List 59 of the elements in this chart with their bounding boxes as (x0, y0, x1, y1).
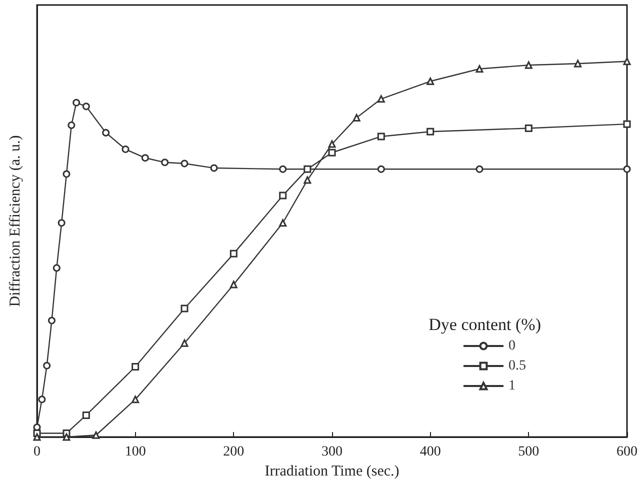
point (524, 124, 532, 132)
point (72, 98, 80, 106)
x-tick-label: 500 (518, 444, 540, 460)
point (68, 121, 76, 129)
point (476, 165, 484, 173)
y-axis-title: Diffraction Efficiency (a. u.) (8, 135, 24, 307)
point (180, 160, 188, 168)
point (33, 433, 41, 441)
x-axis-title: Irradiation Time (sec.) (264, 463, 400, 480)
point (328, 148, 336, 156)
x-tick-label: 400 (420, 444, 441, 460)
point (279, 219, 287, 227)
point (52, 264, 60, 272)
point (230, 250, 238, 258)
x-tick-label: 0 (34, 444, 40, 460)
point (210, 164, 218, 172)
point (623, 58, 631, 66)
legend-label: 0.5 (508, 358, 526, 374)
point (328, 140, 336, 148)
point (92, 431, 100, 439)
point (574, 60, 582, 68)
point (230, 280, 238, 288)
legend-label: 0 (508, 338, 516, 354)
x-tick-label: 200 (223, 444, 244, 460)
point (62, 433, 70, 441)
point (352, 114, 360, 122)
point (82, 102, 90, 110)
point (623, 165, 631, 173)
point (304, 176, 312, 184)
point (38, 396, 46, 404)
point (141, 154, 149, 162)
point (304, 165, 312, 173)
point (426, 78, 434, 86)
x-tick-label: 600 (616, 444, 638, 460)
point (102, 128, 110, 136)
point (132, 363, 140, 371)
point (180, 304, 188, 312)
point (48, 316, 56, 324)
point (377, 165, 385, 173)
x-tick-label: 300 (322, 444, 342, 460)
point (426, 128, 434, 136)
point (524, 61, 532, 69)
point (132, 396, 140, 404)
point (82, 411, 90, 419)
x-tick-label: 100 (124, 444, 146, 460)
point (279, 192, 287, 200)
point (476, 65, 484, 73)
point (623, 120, 631, 128)
point (62, 170, 70, 178)
point (58, 219, 66, 227)
point (279, 165, 287, 173)
point (43, 362, 51, 370)
point (180, 339, 188, 347)
point (161, 158, 169, 166)
point (377, 132, 385, 140)
point (377, 95, 385, 103)
legend-label: 1 (508, 378, 516, 394)
legend-title: Dye content (%) (428, 315, 541, 334)
point (122, 146, 130, 153)
